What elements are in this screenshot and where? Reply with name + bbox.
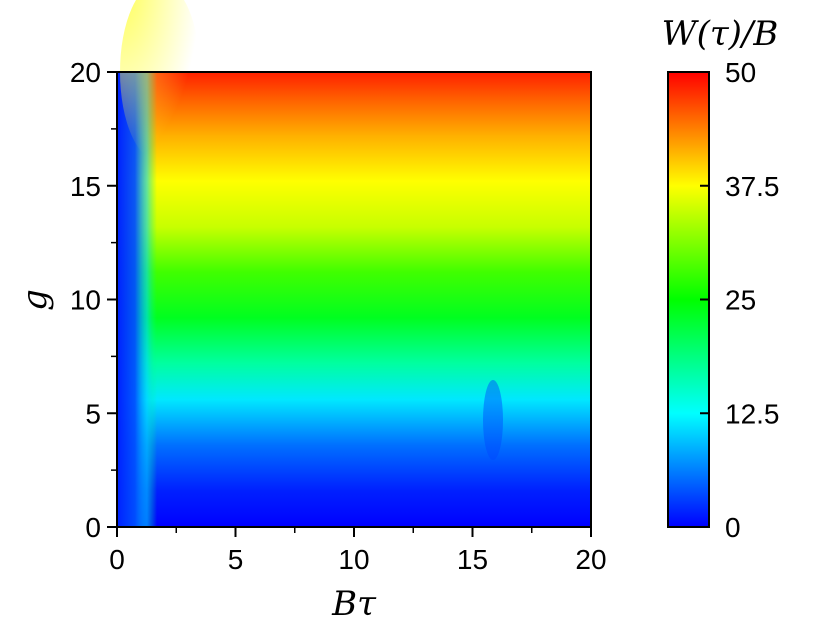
colorbar-tick-label: 50: [725, 57, 756, 88]
x-tick-label: 10: [338, 544, 369, 575]
x-ticks: 0 5 10 15 20: [109, 527, 607, 575]
heatmap-corner-glow: [120, 0, 200, 162]
heatmap-field: [117, 72, 591, 527]
colorbar-ticks: 0 12.5 25 37.5 50: [700, 57, 780, 543]
colorbar-tick-label: 12.5: [725, 398, 780, 429]
y-axis-label: g: [15, 289, 55, 311]
y-tick-label: 10: [70, 285, 101, 316]
y-tick-label: 0: [85, 512, 101, 543]
x-tick-label: 0: [109, 544, 125, 575]
y-ticks: 0 5 10 15 20: [70, 57, 117, 543]
x-tick-label: 5: [228, 544, 244, 575]
colorbar-tick-label: 37.5: [725, 171, 780, 202]
heatmap: [117, 0, 591, 527]
colorbar-title: W(τ)/B: [662, 14, 779, 54]
y-tick-label: 20: [70, 57, 101, 88]
y-tick-label: 15: [70, 171, 101, 202]
colorbar-tick-label: 0: [725, 512, 741, 543]
y-tick-label: 5: [85, 398, 101, 429]
heatmap-resonance: [483, 380, 503, 460]
colorbar: 0 12.5 25 37.5 50 W(τ)/B: [662, 14, 780, 543]
x-tick-label: 20: [575, 544, 606, 575]
colorbar-tick-label: 25: [725, 285, 756, 316]
x-tick-label: 15: [457, 544, 488, 575]
x-axis-label: Bτ: [331, 584, 377, 624]
